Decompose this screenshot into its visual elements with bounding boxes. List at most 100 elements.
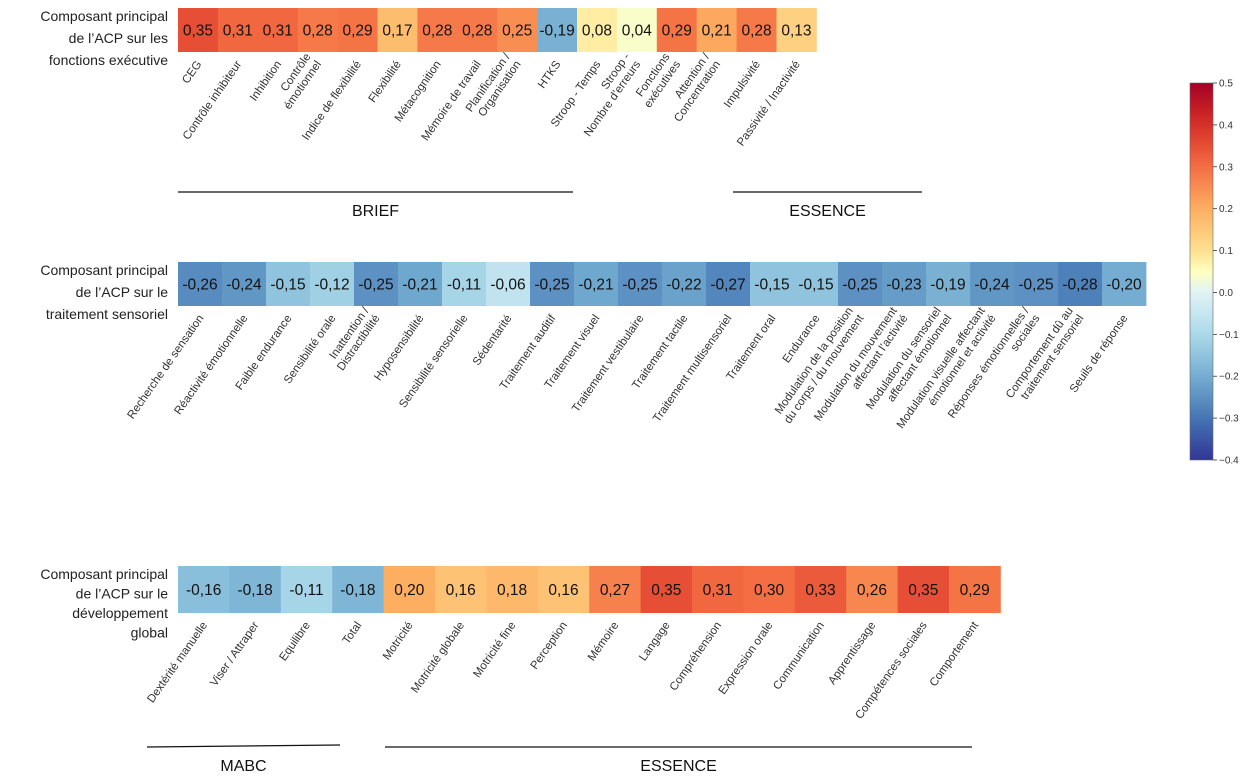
- colorbar-tick-label: −0.3: [1219, 414, 1239, 425]
- cell-value-label: -0,21: [578, 277, 613, 294]
- cell-value-label: -0,23: [886, 277, 921, 294]
- cell-value-label: -0,22: [666, 277, 701, 294]
- heatmap-cell: [337, 8, 378, 52]
- heatmap-cell: [457, 8, 498, 52]
- row-label-line: développement: [72, 605, 168, 621]
- cell-value-label: 0,29: [662, 23, 692, 40]
- heatmap-cell: [398, 262, 443, 306]
- cell-value-label: 0,31: [263, 23, 293, 40]
- x-tick-label: Apprentissage: [826, 620, 878, 687]
- heatmap-cell: [497, 8, 538, 52]
- heatmap-cell: [229, 566, 282, 613]
- heatmap-cell: [640, 566, 693, 613]
- heatmap-cell: [970, 262, 1015, 306]
- group-label: ESSENCE: [640, 758, 716, 775]
- colorbar-tick-label: −0.1: [1219, 330, 1239, 341]
- x-tick-label: Mémoire: [586, 620, 621, 664]
- group-bracket-line: [146, 744, 341, 748]
- heatmap-cell: [838, 262, 883, 306]
- colorbar-tick-label: 0.0: [1219, 288, 1233, 299]
- colorbar-gradient: [1189, 82, 1214, 461]
- heatmap-cell: [178, 566, 230, 613]
- cell-value-label: 0,35: [651, 582, 681, 599]
- cell-value-label: -0,24: [226, 277, 262, 294]
- cell-value-label: 0,33: [805, 582, 835, 599]
- heatmap-cell: [217, 8, 259, 52]
- row-label-line: Composant principal: [40, 566, 168, 582]
- x-tick-label: Motricité fine: [471, 620, 518, 680]
- x-tick-label: Inhibition: [248, 59, 284, 104]
- x-tick-label: Motricité: [381, 620, 416, 662]
- heatmap-cell: [662, 262, 707, 306]
- cell-value-label: 0,31: [703, 582, 733, 599]
- cell-value-label: -0,18: [340, 582, 375, 599]
- cell-value-label: -0,25: [1018, 277, 1053, 294]
- heatmap-cell: [706, 262, 751, 306]
- cell-value-label: -0,24: [974, 277, 1010, 294]
- cell-value-label: 0,16: [446, 582, 476, 599]
- heatmap-cell: [776, 8, 817, 52]
- heatmap-cell: [577, 8, 618, 52]
- row-label-line: de l’ACP sur le: [76, 586, 169, 602]
- x-tick-label: Communication: [771, 620, 827, 692]
- colorbar-tick-label: 0.3: [1219, 162, 1233, 173]
- x-tick-label: Réactivité émotionnelle: [172, 313, 250, 417]
- colorbar: 0.5 0.4 0.3 0.2 0.1 0.0 −0.1 −0.2 −0.3 −0.4: [1189, 79, 1239, 467]
- heatmap-cell: [926, 262, 971, 306]
- cell-value-label: -0,11: [447, 277, 481, 294]
- cell-value-label: 0,27: [600, 582, 630, 599]
- cell-value-label: -0,25: [842, 277, 877, 294]
- x-tick-label: Expression orale: [717, 620, 776, 697]
- heatmap-panel-3: Composant principal de l’ACP sur le dévelo…: [40, 566, 1001, 775]
- heatmap-cell: [530, 262, 575, 306]
- heatmap-cell: [280, 566, 333, 613]
- heatmap-cell: [696, 8, 737, 52]
- heatmap-cell: [442, 262, 487, 306]
- cell-value-label: 0,16: [548, 582, 578, 599]
- cell-value-label: 0,35: [908, 582, 938, 599]
- cell-value-label: -0,20: [1106, 277, 1142, 294]
- heatmap-cell: [537, 566, 590, 613]
- row-label-line: traitement sensoriel: [46, 306, 168, 322]
- x-tick-label: Perception: [529, 620, 570, 672]
- cell-value-label: 0,29: [342, 23, 372, 40]
- cell-value-label: -0,21: [402, 277, 437, 294]
- x-tick-label: Contrôleémotionnel: [271, 51, 324, 111]
- heatmap-cell: [616, 8, 658, 52]
- heatmap-cell: [354, 262, 399, 306]
- heatmap-cell: [383, 566, 436, 613]
- heatmap-cell: [332, 566, 384, 613]
- x-tick-label: Motricité globale: [409, 620, 467, 695]
- cell-value-label: -0,15: [798, 277, 833, 294]
- heatmap-cell: [846, 566, 898, 613]
- heatmap-cell: [1102, 262, 1147, 306]
- heatmap-panel-2: Composant principal de l’ACP sur le traite…: [40, 262, 1147, 431]
- cell-value-label: 0,26: [857, 582, 887, 599]
- heatmap-cell: [377, 8, 418, 52]
- heatmap-cell: [435, 566, 487, 613]
- x-tick-label: CEG: [180, 59, 204, 86]
- cell-value-label: 0,28: [303, 23, 333, 40]
- cell-value-label: -0,25: [358, 277, 393, 294]
- cell-value-label: -0,19: [539, 23, 574, 40]
- heatmap-cell: [736, 8, 777, 52]
- x-tick-label: Sédentarité: [471, 313, 515, 368]
- heatmap-cell: [266, 262, 311, 306]
- x-tick-label: Equilibre: [277, 620, 312, 664]
- colorbar-tick-label: 0.2: [1219, 204, 1233, 215]
- cell-value-label: -0,28: [1062, 277, 1097, 294]
- heatmap-cell: [486, 566, 539, 613]
- heatmap-cell: [310, 262, 355, 306]
- row-label-line: de l’ACP sur le: [76, 284, 169, 300]
- heatmap-cell: [222, 262, 267, 306]
- cell-value-label: -0,26: [182, 277, 217, 294]
- row-label-line: global: [131, 625, 168, 641]
- group-label: ESSENCE: [789, 203, 865, 220]
- heatmap-cell: [257, 8, 299, 52]
- cell-value-label: 0,29: [960, 582, 990, 599]
- x-tick-label: Inattention /Distractibilité: [325, 305, 383, 373]
- cell-value-label: 0,08: [582, 23, 612, 40]
- colorbar-tick-label: 0.5: [1219, 79, 1233, 90]
- row-label-line: fonctions exécutive: [49, 52, 168, 68]
